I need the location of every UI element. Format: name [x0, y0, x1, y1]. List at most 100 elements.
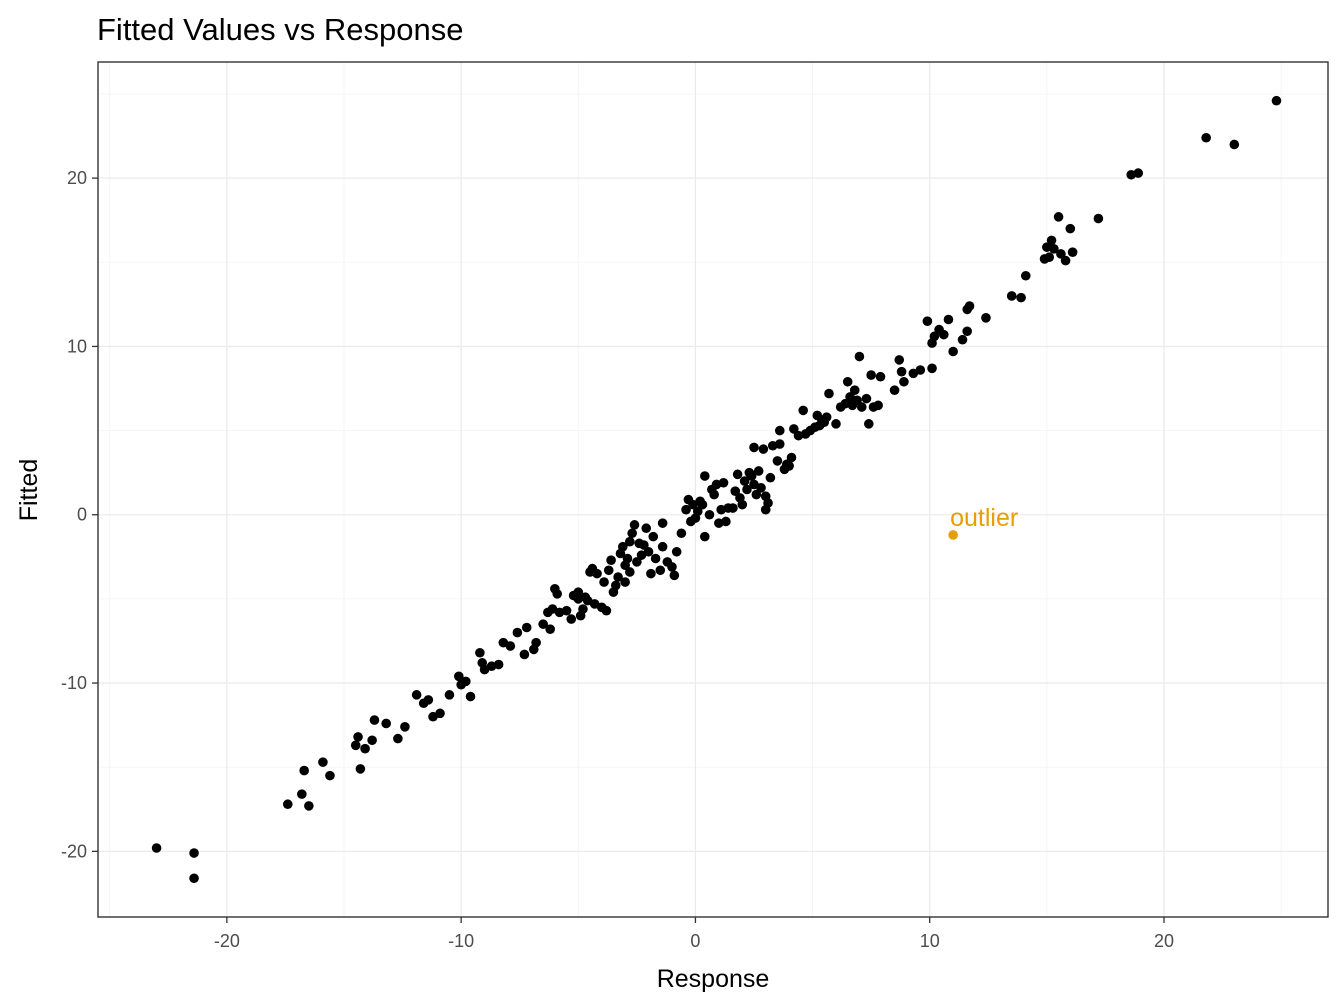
data-point [353, 732, 363, 742]
data-point [601, 605, 612, 616]
data-point [369, 715, 380, 725]
data-point [774, 439, 785, 449]
data-point [981, 313, 991, 323]
data-point [627, 528, 637, 539]
data-point [592, 568, 602, 579]
data-point [821, 412, 832, 422]
data-point [625, 567, 635, 577]
data-point [700, 471, 710, 481]
data-point [613, 572, 623, 582]
x-tick-label: -10 [448, 931, 474, 951]
data-point [512, 627, 523, 638]
data-point [1065, 223, 1076, 234]
data-point [538, 619, 548, 629]
data-point [566, 614, 577, 624]
data-point [618, 541, 628, 552]
data-points [151, 95, 1282, 884]
data-point [700, 531, 710, 542]
x-tick-label: -20 [214, 931, 240, 951]
data-point [318, 757, 328, 767]
data-point [704, 509, 715, 520]
data-point [861, 393, 872, 404]
data-point [657, 541, 668, 552]
data-point [393, 733, 403, 744]
data-point [922, 316, 933, 326]
data-point [943, 314, 954, 325]
data-point [1056, 249, 1066, 259]
data-point [929, 331, 940, 342]
data-point [1016, 292, 1026, 303]
data-point [639, 540, 649, 550]
data-point [657, 518, 668, 528]
data-point [1201, 132, 1211, 143]
data-point [1049, 244, 1059, 254]
data-point [1271, 95, 1282, 106]
data-point [899, 376, 909, 387]
data-point [325, 770, 335, 781]
data-point [875, 371, 886, 382]
data-point [1067, 247, 1078, 257]
data-point [1229, 139, 1240, 150]
data-point [282, 799, 293, 810]
data-point [730, 486, 741, 496]
chart-title: Fitted Values vs Response [97, 12, 463, 47]
data-point [697, 499, 708, 510]
data-point [545, 624, 555, 634]
data-point [692, 506, 703, 517]
data-point [739, 476, 750, 486]
data-point [641, 523, 652, 534]
y-tick-label: 0 [77, 505, 87, 525]
data-point [842, 376, 853, 387]
data-point [444, 690, 455, 700]
data-point [849, 385, 860, 395]
data-point [737, 499, 748, 510]
data-point [606, 555, 616, 565]
data-point [927, 363, 937, 374]
data-point [350, 740, 361, 751]
data-point [749, 442, 759, 453]
data-point [1044, 252, 1054, 263]
y-tick-label: 10 [67, 336, 87, 356]
data-point [763, 498, 773, 508]
data-point [676, 528, 687, 539]
data-point [721, 516, 731, 527]
data-point [746, 471, 757, 481]
y-tick-label: 20 [67, 168, 87, 188]
data-point [732, 469, 743, 480]
data-point [632, 557, 642, 567]
outlier-point [948, 530, 958, 540]
data-point [454, 671, 464, 682]
data-point [423, 695, 434, 705]
data-point [866, 370, 876, 380]
data-point [304, 801, 314, 811]
data-point [505, 641, 516, 651]
data-point [742, 484, 752, 495]
data-point [620, 577, 630, 587]
data-point [957, 334, 968, 345]
data-point [667, 562, 677, 572]
data-point [798, 405, 808, 416]
data-point [772, 456, 783, 466]
data-point [189, 873, 199, 884]
data-point [646, 568, 656, 579]
x-tick-label: 20 [1154, 931, 1174, 951]
data-point [718, 477, 729, 488]
data-point [400, 722, 410, 732]
data-point [856, 402, 867, 412]
data-point [435, 708, 445, 719]
data-point [786, 452, 797, 463]
plot-panel [97, 61, 1329, 918]
data-point [1060, 255, 1071, 266]
data-point [355, 764, 366, 774]
data-point [519, 649, 530, 660]
data-point [411, 690, 422, 700]
data-point [852, 395, 862, 406]
data-point [894, 355, 905, 365]
grid-lines [98, 62, 1328, 917]
data-point [603, 565, 614, 576]
data-point [681, 504, 691, 515]
data-point [648, 531, 659, 542]
data-point [774, 425, 785, 436]
data-point [964, 301, 975, 311]
y-tick-label: -20 [61, 841, 87, 861]
